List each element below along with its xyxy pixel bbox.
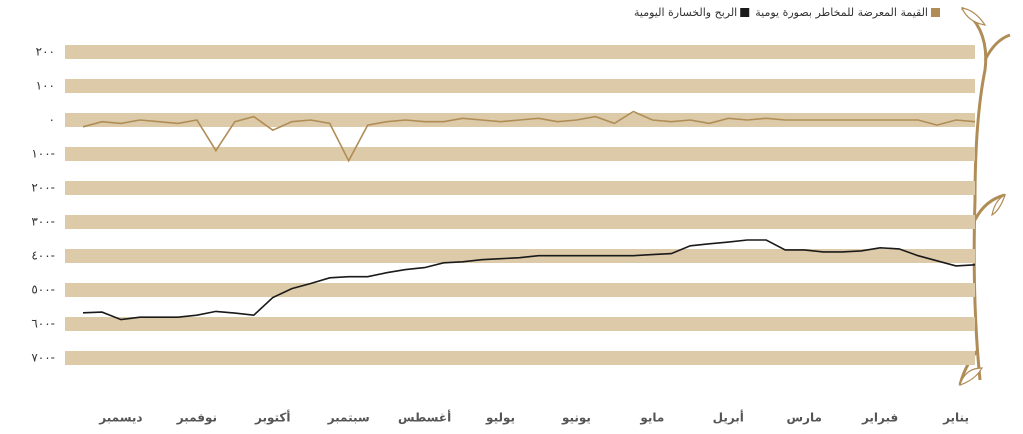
y-tick-label: ٥٠٠- bbox=[31, 283, 55, 297]
x-tick-label: أكتوبر bbox=[254, 410, 290, 426]
legend-label: الربح والخسارة اليومية bbox=[634, 6, 737, 19]
x-tick-label: أبريل bbox=[713, 410, 744, 425]
x-tick-label: يوليو bbox=[485, 411, 515, 426]
grid-band bbox=[65, 317, 975, 331]
legend-swatch bbox=[740, 8, 749, 17]
y-tick-label: ٧٠٠- bbox=[31, 351, 55, 365]
y-tick-label: ١٠٠- bbox=[31, 147, 55, 161]
grid-band bbox=[65, 181, 975, 195]
grid-band bbox=[65, 45, 975, 59]
y-tick-label: ١٠٠ bbox=[36, 79, 55, 93]
x-tick-label: مايو bbox=[639, 411, 664, 426]
page: ٢٠٠ ١٠٠ ٠ ١٠٠- ٢٠٠- ٣٠٠- ٤٠٠- ٥٠٠- ٦٠٠- ٧٠٠- ديسمب… bbox=[0, 0, 1023, 434]
y-tick-label: ٠ bbox=[49, 113, 55, 127]
grid-band bbox=[65, 147, 975, 161]
y-tick-label: ٦٠٠- bbox=[31, 317, 55, 331]
x-tick-label: فبراير bbox=[861, 411, 898, 425]
x-tick-label: سبتمبر bbox=[327, 411, 370, 425]
x-tick-label: يونيو bbox=[561, 411, 591, 426]
grid-band bbox=[65, 351, 975, 365]
legend-label: القيمة المعرضة للمخاطر بصورة يومية bbox=[755, 6, 928, 19]
grid-band bbox=[65, 215, 975, 229]
grid-band bbox=[65, 79, 975, 93]
legend-swatch bbox=[931, 8, 940, 17]
chart: ٢٠٠ ١٠٠ ٠ ١٠٠- ٢٠٠- ٣٠٠- ٤٠٠- ٥٠٠- ٦٠٠- ٧٠٠- ديسمب… bbox=[0, 0, 1023, 434]
x-tick-label: مارس bbox=[786, 411, 821, 425]
x-tick-label: أغسطس bbox=[398, 410, 451, 425]
y-tick-label: ٢٠٠ bbox=[36, 45, 55, 59]
y-tick-label: ٢٠٠- bbox=[31, 181, 55, 195]
grid-band bbox=[65, 283, 975, 297]
x-tick-label: نوفمبر bbox=[176, 411, 217, 426]
y-tick-label: ٤٠٠- bbox=[31, 249, 55, 263]
y-tick-label: ٣٠٠- bbox=[31, 215, 55, 229]
x-tick-label: ديسمبر bbox=[98, 411, 142, 425]
x-tick-label: يناير bbox=[942, 411, 969, 425]
